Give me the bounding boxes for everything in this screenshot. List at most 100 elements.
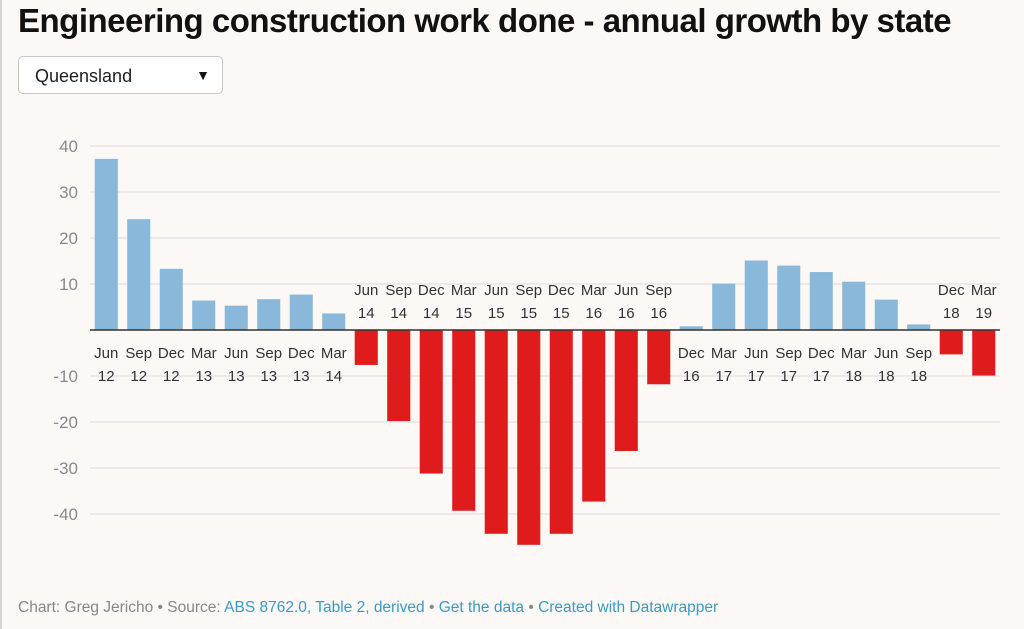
bar (907, 324, 931, 330)
x-tick-label: 16 (585, 305, 602, 322)
bar (159, 268, 183, 330)
bar (744, 260, 768, 330)
x-tick-label: Mar (841, 345, 867, 362)
bar (874, 299, 898, 330)
bar (192, 300, 216, 330)
bar (517, 330, 541, 545)
get-data-link[interactable]: Get the data (438, 599, 525, 616)
x-tick-label: Dec (288, 345, 315, 362)
x-tick-label: 17 (748, 368, 765, 385)
bar (712, 283, 736, 330)
left-border (0, 0, 2, 629)
x-tick-label: 17 (715, 368, 732, 385)
x-tick-label: Jun (484, 282, 508, 299)
chart-footer: Chart: Greg Jericho • Source: ABS 8762.0… (18, 599, 718, 617)
state-select-value: Queensland (35, 66, 133, 86)
bar (972, 330, 996, 376)
y-tick-label: 20 (59, 229, 78, 248)
y-tick-label: -40 (53, 505, 78, 524)
x-tick-label: Dec (548, 282, 575, 299)
x-tick-label: Sep (385, 282, 412, 299)
x-tick-label: Sep (125, 345, 152, 362)
x-tick-label: Jun (744, 345, 768, 362)
x-tick-label: 14 (390, 305, 407, 322)
chart-title: Engineering construction work done - ann… (18, 2, 952, 39)
x-tick-label: Dec (418, 282, 445, 299)
x-tick-label: 15 (455, 305, 472, 322)
x-tick-label: Jun (614, 282, 638, 299)
bar (289, 294, 313, 330)
x-tick-label: Jun (94, 345, 118, 362)
x-tick-label: Dec (678, 345, 705, 362)
bar (257, 299, 281, 330)
x-tick-label: Sep (515, 282, 542, 299)
x-tick-label: Mar (711, 345, 737, 362)
x-tick-label: Dec (158, 345, 185, 362)
x-tick-label: 15 (488, 305, 505, 322)
source-link[interactable]: ABS 8762.0, Table 2, derived (224, 599, 425, 616)
x-tick-label: Dec (808, 345, 835, 362)
footer-credit: Chart: Greg Jericho • Source: (18, 599, 225, 616)
x-tick-label: Mar (451, 282, 477, 299)
x-tick-label: 16 (683, 368, 700, 385)
x-tick-label: Sep (645, 282, 672, 299)
bar (452, 330, 476, 511)
x-tick-label: 15 (553, 305, 570, 322)
bar (387, 330, 411, 422)
bar (614, 330, 638, 451)
x-tick-label: Jun (224, 345, 248, 362)
x-tick-label: 18 (943, 305, 960, 322)
x-tick-label: 14 (423, 305, 440, 322)
x-tick-label: 12 (163, 368, 180, 385)
x-tick-label: 19 (975, 305, 992, 322)
x-tick-label: 18 (878, 368, 895, 385)
x-tick-label: 17 (813, 368, 830, 385)
x-tick-label: 17 (780, 368, 797, 385)
x-tick-label: 14 (325, 368, 342, 385)
bar (842, 281, 866, 330)
y-tick-label: -10 (53, 367, 78, 386)
bar (777, 265, 801, 330)
x-tick-label: Sep (905, 345, 932, 362)
bar (484, 330, 508, 534)
bar (679, 326, 703, 330)
x-tick-label: Mar (581, 282, 607, 299)
x-tick-label: 13 (195, 368, 212, 385)
bar (127, 219, 151, 330)
y-tick-label: 10 (59, 275, 78, 294)
x-tick-label: 18 (910, 368, 927, 385)
x-tick-label: Jun (354, 282, 378, 299)
x-tick-label: 18 (845, 368, 862, 385)
x-tick-label: Mar (971, 282, 997, 299)
x-tick-label: 13 (228, 368, 245, 385)
x-tick-label: 12 (98, 368, 115, 385)
y-tick-label: -20 (53, 413, 78, 432)
x-tick-label: Sep (255, 345, 282, 362)
x-tick-label: 16 (618, 305, 635, 322)
x-tick-label: Dec (938, 282, 965, 299)
x-tick-label: 15 (520, 305, 537, 322)
x-tick-label: 12 (130, 368, 147, 385)
y-tick-label: -30 (53, 459, 78, 478)
x-tick-label: Sep (775, 345, 802, 362)
triangle-down-icon: ▼ (196, 67, 210, 83)
x-tick-label: Mar (321, 345, 347, 362)
footer-separator: • (424, 599, 439, 616)
x-tick-label: 14 (358, 305, 375, 322)
state-select-dropdown[interactable]: Queensland ▼ (18, 56, 223, 94)
y-tick-label: 40 (59, 137, 78, 156)
footer-separator: • (524, 599, 539, 616)
bar (939, 330, 963, 355)
bar (549, 330, 573, 534)
datawrapper-link[interactable]: Created with Datawrapper (538, 599, 719, 616)
bar (354, 330, 378, 365)
y-tick-label: 30 (59, 183, 78, 202)
x-tick-label: 13 (293, 368, 310, 385)
bar (419, 330, 443, 474)
bar (647, 330, 671, 385)
x-tick-label: 16 (650, 305, 667, 322)
x-tick-label: Jun (874, 345, 898, 362)
x-tick-label: 13 (260, 368, 277, 385)
bar (809, 272, 833, 330)
